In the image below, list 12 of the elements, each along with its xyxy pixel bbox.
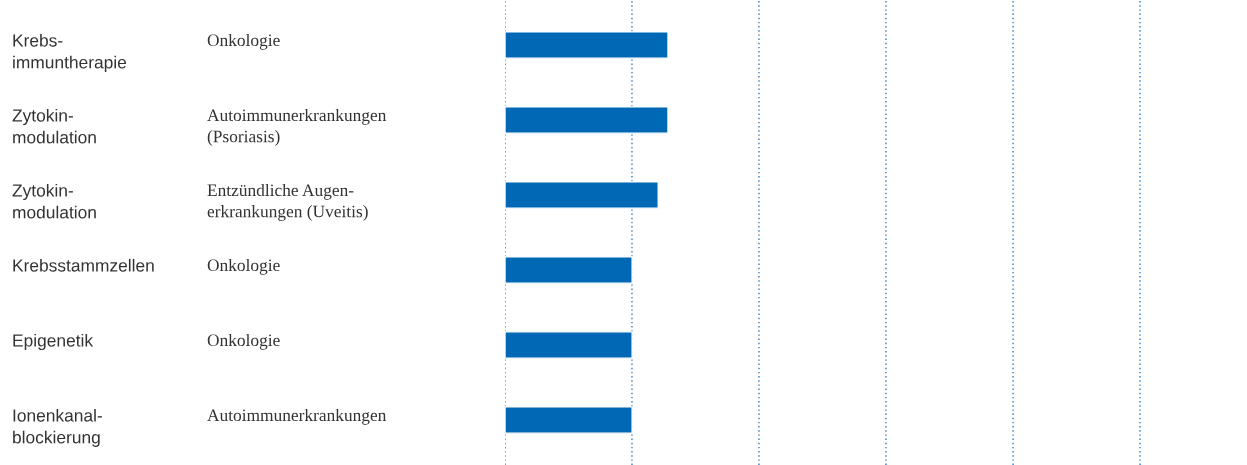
y-tick-label: Krebsstammzellen — [13, 258, 154, 272]
y-tick-label: Krebs- immuntherapie — [13, 33, 127, 72]
text: Autoimmunerkrankungen — [207, 408, 387, 425]
y-tick-label: Zytokin- modulation — [12, 108, 96, 144]
y-tick-label: Zytokin- modulation — [12, 183, 96, 219]
text: Onkologie — [207, 33, 280, 50]
text: Autoimmunerkrankungen (Psoriasis) — [207, 108, 387, 146]
text: Onkologie — [207, 258, 280, 275]
text: Entzündliche Augen- erkrankungen (Uveitis) — [207, 183, 368, 221]
y-tick-label: Ionenkanal- blockierung — [13, 408, 102, 447]
text: Onkologie — [207, 333, 280, 350]
y-tick-label: Epigenetik — [13, 333, 94, 351]
